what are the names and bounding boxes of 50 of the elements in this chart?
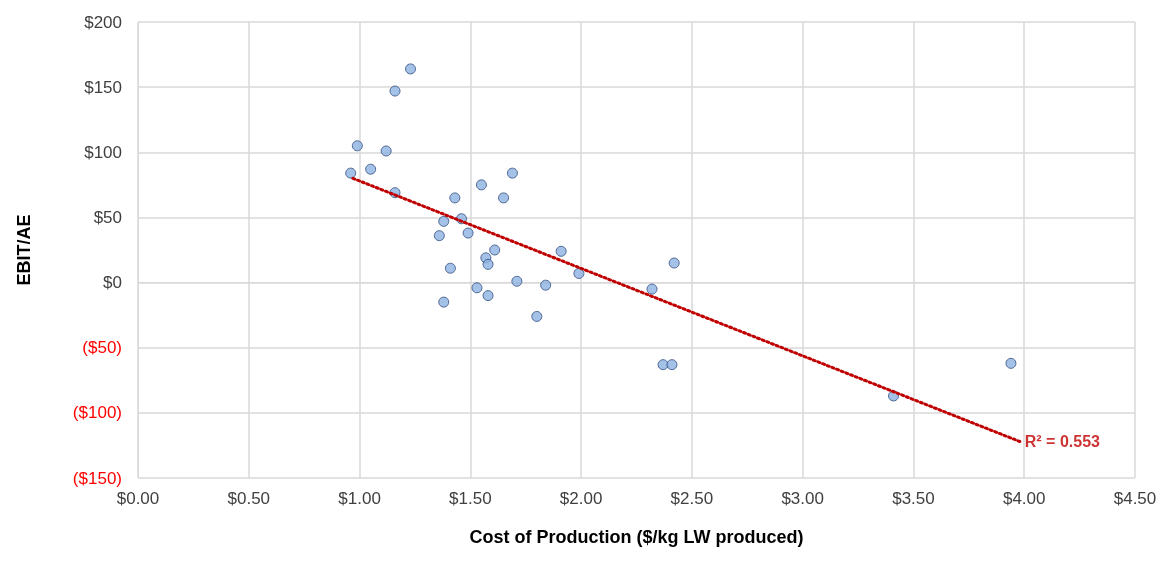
- x-axis-title: Cost of Production ($/kg LW produced): [469, 527, 804, 547]
- y-tick-label: $50: [93, 207, 122, 227]
- point: [646, 283, 658, 295]
- point: [498, 192, 510, 204]
- x-tick-label: $2.50: [670, 489, 714, 508]
- point: [531, 310, 543, 322]
- point: [511, 275, 523, 287]
- x-tick-label: $4.50: [1113, 489, 1157, 508]
- point: [345, 167, 357, 179]
- point: [438, 296, 450, 308]
- x-tick-label: $4.00: [1002, 489, 1046, 508]
- point: [389, 85, 401, 97]
- point: [380, 145, 392, 157]
- point: [462, 227, 474, 239]
- x-tick-label: $1.50: [449, 489, 492, 508]
- point: [657, 359, 669, 371]
- point: [555, 245, 567, 257]
- point: [540, 279, 552, 291]
- annotation: R² = 0.553: [1024, 433, 1101, 451]
- y-tick-label: $200: [84, 12, 122, 32]
- x-tick-label: $3.50: [892, 489, 935, 508]
- point: [444, 262, 456, 274]
- point: [405, 63, 417, 75]
- y-tick-label: $0: [103, 273, 122, 293]
- point: [482, 258, 494, 270]
- x-tick-label: $0.50: [227, 489, 271, 508]
- y-tick-label: $150: [84, 77, 122, 97]
- y-tick-label: $100: [84, 142, 122, 162]
- point: [365, 163, 377, 175]
- point: [668, 257, 680, 269]
- point: [482, 290, 494, 302]
- y-tick-label: ($150): [72, 468, 122, 488]
- x-tick-label: $3.00: [781, 489, 824, 508]
- point: [1005, 357, 1017, 369]
- x-tick-label: $0.00: [116, 489, 160, 508]
- point: [449, 192, 461, 204]
- point: [351, 140, 363, 152]
- point: [666, 359, 678, 371]
- point: [433, 230, 445, 242]
- point: [489, 244, 501, 256]
- point: [506, 167, 518, 179]
- point: [471, 282, 483, 294]
- point: [438, 215, 450, 227]
- point: [573, 267, 585, 279]
- point: [475, 179, 487, 191]
- x-tick-label: $1.00: [338, 489, 381, 508]
- x-tick-label: $2.00: [559, 489, 603, 508]
- y-axis-title: EBIT/AE: [14, 214, 34, 286]
- y-tick-label: ($100): [72, 403, 122, 423]
- y-tick-label: ($50): [82, 338, 122, 358]
